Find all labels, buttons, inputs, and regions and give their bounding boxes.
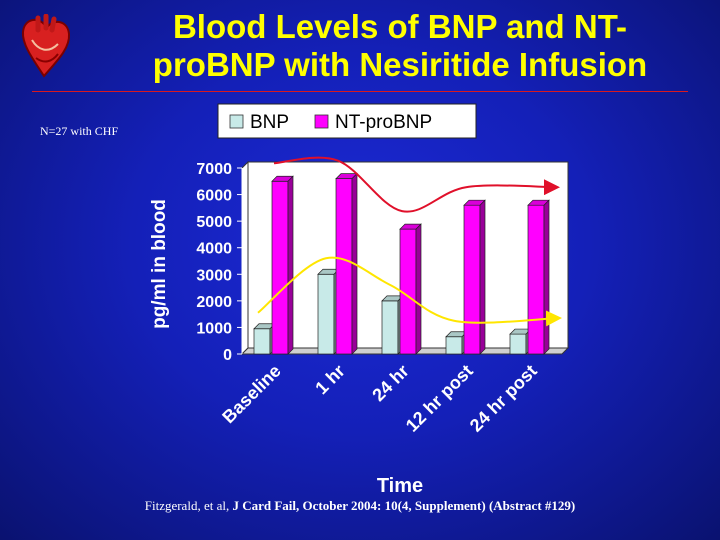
bar-bnp	[381, 300, 399, 355]
x-tick-label: 24 hr	[368, 361, 413, 406]
y-tick-label: 7000	[196, 161, 232, 178]
anatomical-heart-icon	[21, 14, 71, 78]
y-tick-label: 4000	[196, 241, 232, 258]
bar-side-ntprobnp	[479, 199, 486, 355]
y-tick-label: 1000	[196, 320, 232, 337]
title-line-1: Blood Levels of BNP and NT-	[172, 8, 628, 45]
bar-side-ntprobnp	[415, 223, 422, 355]
citation-authors: Fitzgerald, et al,	[144, 498, 233, 513]
sample-size-note: N=27 with CHF	[40, 124, 119, 138]
bar-side-ntprobnp	[543, 199, 550, 355]
legend-swatch-bnp	[229, 114, 244, 129]
bar-side-ntprobnp	[287, 175, 294, 355]
chart-legend: BNP NT-proBNP	[217, 103, 477, 139]
legend-box	[217, 103, 477, 139]
bar-bnp	[317, 273, 335, 355]
citation: Fitzgerald, et al, J Card Fail, October …	[0, 498, 720, 514]
legend-label-bnp: BNP	[250, 112, 289, 133]
ntprobnp-trend-arrow	[273, 156, 560, 213]
legend-swatch-ntprobnp	[314, 114, 329, 129]
bar-bnp	[509, 333, 527, 355]
bar-bnp	[253, 328, 271, 355]
legend-label-ntprobnp: NT-proBNP	[335, 112, 432, 133]
bar-ntprobnp	[463, 204, 481, 355]
x-tick-label: Baseline	[218, 361, 285, 428]
citation-abstract: (Abstract #129)	[485, 498, 576, 513]
bar-ntprobnp	[335, 178, 353, 355]
slide-title: Blood Levels of BNP and NT- proBNP with …	[100, 8, 700, 84]
citation-journal: J Card Fail, October 2004: 10(4, Supplem…	[232, 498, 486, 513]
x-tick-label: 12 hr post	[402, 361, 477, 436]
x-axis-label: Time	[377, 475, 423, 497]
y-tick-label: 6000	[196, 188, 232, 205]
bar-ntprobnp	[527, 204, 545, 355]
bar-bnp	[445, 336, 463, 355]
bnp-trend-arrow	[257, 256, 562, 327]
x-tick-label: 24 hr post	[466, 361, 541, 436]
y-tick-label: 0	[223, 347, 232, 364]
y-axis-label: pg/ml in blood	[149, 199, 170, 329]
title-divider	[32, 91, 688, 92]
y-tick-label: 2000	[196, 294, 232, 311]
y-tick-label: 5000	[196, 214, 232, 231]
bar-ntprobnp	[271, 180, 289, 355]
x-tick-label: 1 hr	[311, 361, 348, 398]
y-tick-label: 3000	[196, 267, 232, 284]
title-line-2: proBNP with Nesiritide Infusion	[152, 46, 648, 83]
left-wall	[241, 160, 249, 356]
